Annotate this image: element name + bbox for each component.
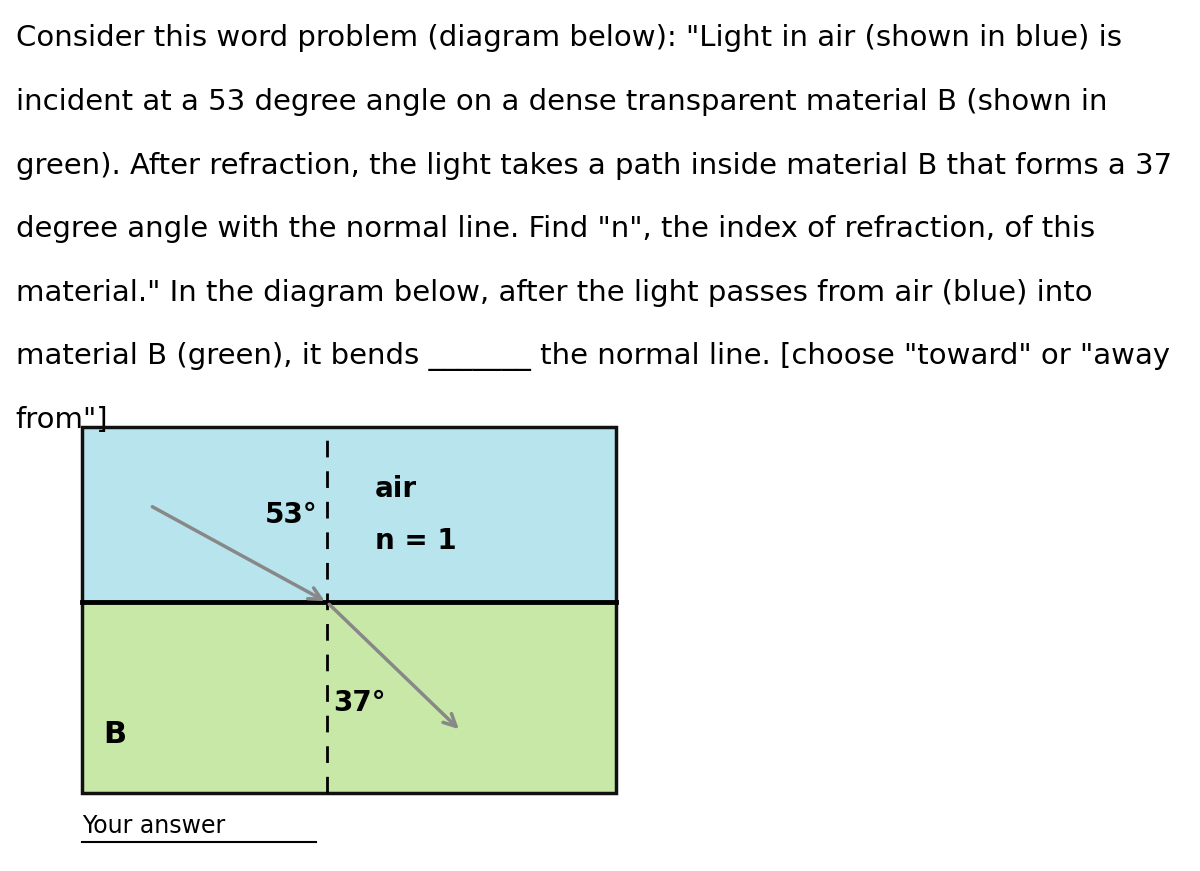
Bar	[82, 603, 616, 793]
Text: air: air	[376, 476, 418, 503]
Text: from"]: from"]	[16, 406, 108, 434]
Text: incident at a 53 degree angle on a dense transparent material B (shown in: incident at a 53 degree angle on a dense…	[16, 88, 1108, 116]
Text: Consider this word problem (diagram below): "Light in air (shown in blue) is: Consider this word problem (diagram belo…	[16, 24, 1122, 52]
Text: n = 1: n = 1	[376, 528, 457, 556]
Bar	[82, 427, 616, 793]
Text: material." In the diagram below, after the light passes from air (blue) into: material." In the diagram below, after t…	[16, 279, 1092, 307]
Text: material B (green), it bends _______ the normal line. [choose "toward" or "away: material B (green), it bends _______ the…	[16, 342, 1170, 371]
Text: Your answer: Your answer	[82, 814, 224, 839]
Text: degree angle with the normal line. Find "n", the index of refraction, of this: degree angle with the normal line. Find …	[16, 215, 1094, 243]
Text: 37°: 37°	[334, 689, 386, 717]
Text: B: B	[103, 720, 126, 749]
Text: green). After refraction, the light takes a path inside material B that forms a : green). After refraction, the light take…	[16, 152, 1171, 179]
Bar	[82, 427, 616, 603]
Text: 53°: 53°	[265, 502, 318, 530]
